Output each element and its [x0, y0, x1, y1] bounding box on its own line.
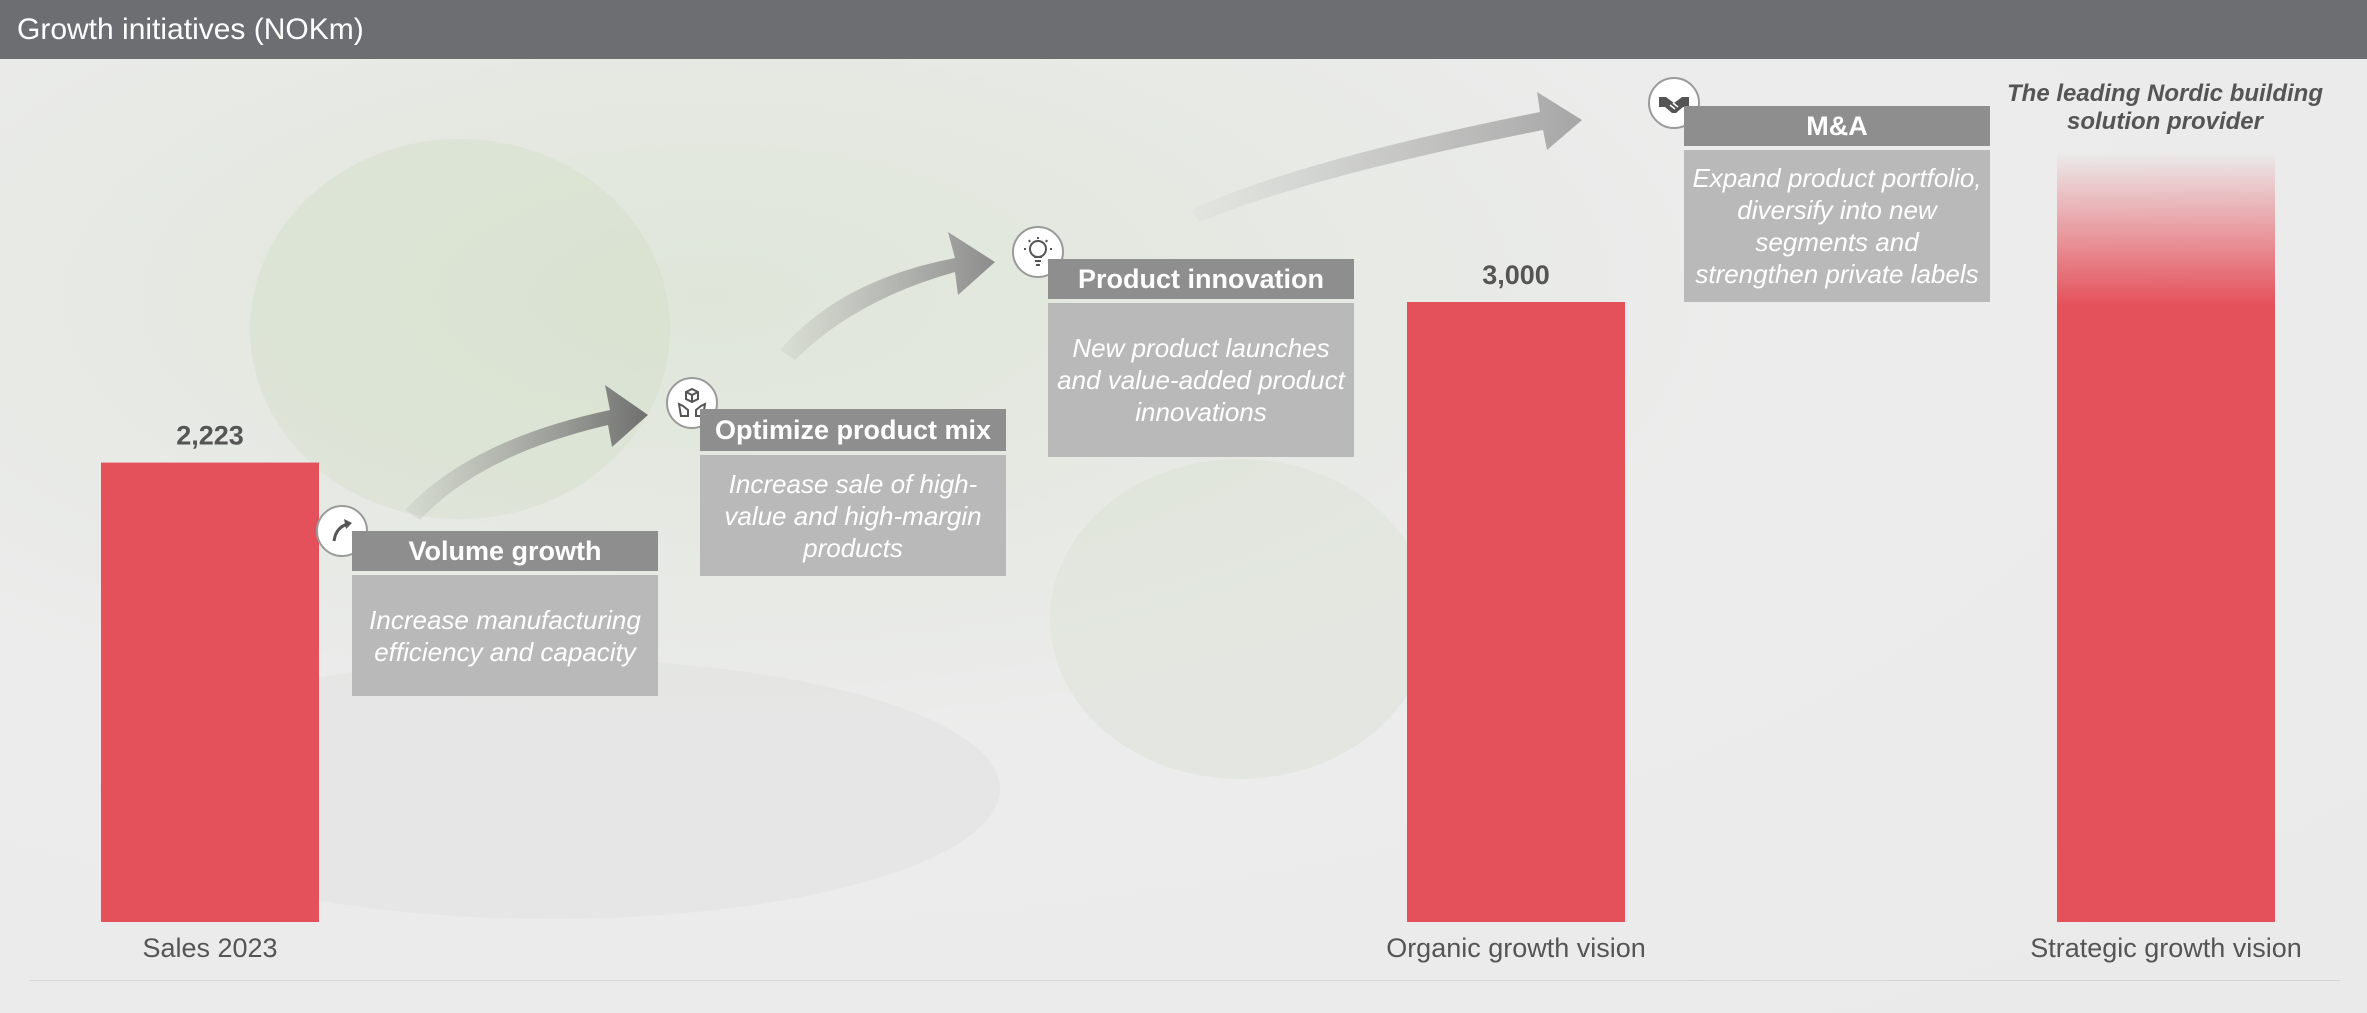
initiative-desc-volume-growth: Increase manufacturing efficiency and ca… — [352, 575, 658, 696]
initiative-title-mna: M&A — [1684, 106, 1990, 146]
growth-arrow-1 — [405, 385, 648, 520]
bar-value-label-1: 3,000 — [1482, 260, 1550, 290]
category-label-2: Strategic growth vision — [2030, 933, 2302, 963]
category-label-0: Sales 2023 — [142, 933, 277, 963]
page-title: Growth initiatives (NOKm) — [17, 13, 364, 46]
bar-value-label-0: 2,223 — [176, 421, 244, 451]
bar-1 — [1407, 302, 1625, 922]
bar-0 — [101, 462, 319, 922]
initiative-title-volume-growth: Volume growth — [352, 531, 658, 571]
initiative-desc-product-mix: Increase sale of high-value and high-mar… — [700, 455, 1006, 576]
initiative-desc-mna: Expand product portfolio, diversify into… — [1684, 150, 1990, 302]
category-label-1: Organic growth vision — [1386, 933, 1646, 963]
bar-2 — [2057, 152, 2275, 922]
footer-divider — [30, 980, 2340, 981]
vision-title: The leading Nordic building solution pro… — [2007, 80, 2323, 135]
initiative-title-product-mix: Optimize product mix — [700, 409, 1006, 451]
initiative-desc-product-innovation: New product launches and value-added pro… — [1048, 303, 1354, 457]
initiative-title-product-innovation: Product innovation — [1048, 259, 1354, 299]
growth-arrow-2 — [780, 232, 995, 360]
header-bar: Growth initiatives (NOKm) — [0, 0, 2367, 59]
growth-arrow-3 — [1190, 92, 1582, 222]
